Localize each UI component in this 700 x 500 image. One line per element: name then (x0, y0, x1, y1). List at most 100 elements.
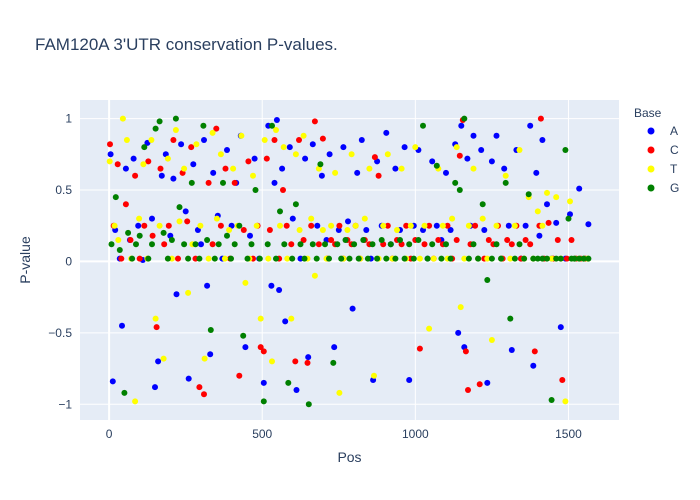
data-point-G[interactable] (438, 255, 445, 262)
data-point-G[interactable] (207, 327, 214, 333)
data-point-A[interactable] (242, 344, 249, 351)
data-point-A[interactable] (530, 362, 537, 369)
data-point-C[interactable] (315, 241, 322, 248)
data-point-T[interactable] (300, 132, 307, 139)
data-point-G[interactable] (149, 241, 155, 248)
data-point-T[interactable] (366, 165, 373, 172)
data-point-A[interactable] (478, 147, 485, 153)
data-point-T[interactable] (394, 227, 400, 233)
data-point-G[interactable] (200, 122, 207, 129)
series-G[interactable] (108, 115, 592, 408)
data-point-G[interactable] (129, 255, 136, 262)
data-point-G[interactable] (475, 255, 482, 262)
data-point-C[interactable] (476, 381, 483, 388)
data-point-G[interactable] (521, 255, 528, 262)
data-point-G[interactable] (141, 144, 148, 151)
data-point-A[interactable] (158, 172, 165, 179)
data-point-G[interactable] (539, 255, 546, 262)
data-point-A[interactable] (170, 175, 177, 182)
data-point-G[interactable] (511, 255, 518, 262)
data-point-A[interactable] (443, 169, 449, 176)
data-point-G[interactable] (534, 255, 541, 262)
data-point-T[interactable] (502, 172, 509, 179)
data-point-C[interactable] (537, 115, 544, 122)
data-point-T[interactable] (380, 222, 387, 229)
data-point-A[interactable] (271, 179, 278, 186)
data-point-G[interactable] (136, 232, 143, 239)
data-point-T[interactable] (193, 141, 200, 148)
data-point-C[interactable] (288, 241, 295, 248)
data-point-A[interactable] (268, 282, 275, 289)
data-point-G[interactable] (507, 315, 514, 322)
data-point-A[interactable] (293, 387, 300, 393)
data-point-G[interactable] (397, 237, 403, 243)
data-point-G[interactable] (410, 255, 417, 262)
data-point-G[interactable] (346, 255, 353, 262)
data-point-G[interactable] (313, 255, 320, 262)
data-point-C[interactable] (375, 172, 382, 179)
data-point-A[interactable] (178, 141, 185, 148)
data-point-A[interactable] (585, 221, 592, 228)
data-point-T[interactable] (384, 151, 391, 158)
data-point-T[interactable] (407, 222, 414, 229)
data-point-G[interactable] (530, 255, 537, 262)
data-point-T[interactable] (201, 355, 208, 362)
data-point-T[interactable] (238, 132, 245, 139)
data-point-A[interactable] (493, 132, 500, 139)
data-point-T[interactable] (548, 255, 555, 262)
data-point-T[interactable] (416, 255, 423, 262)
data-point-G[interactable] (181, 241, 188, 248)
data-point-T[interactable] (115, 237, 122, 243)
data-point-T[interactable] (534, 208, 541, 215)
data-point-A[interactable] (282, 318, 289, 325)
data-point-T[interactable] (106, 158, 113, 165)
data-point-G[interactable] (429, 241, 436, 248)
data-point-T[interactable] (156, 222, 163, 229)
data-point-G[interactable] (156, 118, 163, 125)
data-point-A[interactable] (251, 155, 258, 162)
data-point-T[interactable] (242, 279, 249, 286)
data-point-G[interactable] (215, 241, 222, 248)
data-point-C[interactable] (127, 237, 134, 243)
data-point-C[interactable] (559, 377, 566, 383)
data-point-T[interactable] (511, 222, 518, 229)
data-point-C[interactable] (554, 237, 561, 243)
data-point-C[interactable] (545, 219, 552, 226)
data-point-T[interactable] (479, 215, 486, 222)
data-point-T[interactable] (332, 169, 339, 176)
data-point-T[interactable] (148, 137, 155, 143)
data-point-G[interactable] (240, 332, 247, 339)
data-point-T[interactable] (197, 222, 204, 229)
data-point-C[interactable] (283, 222, 290, 229)
data-point-T[interactable] (288, 315, 295, 322)
data-point-A[interactable] (305, 354, 312, 361)
data-point-G[interactable] (185, 255, 192, 262)
data-point-C[interactable] (107, 141, 113, 148)
data-point-T[interactable] (461, 255, 468, 262)
data-point-C[interactable] (421, 241, 428, 248)
data-point-T[interactable] (296, 227, 303, 233)
data-point-G[interactable] (204, 237, 211, 243)
data-point-T[interactable] (140, 161, 147, 168)
data-point-C[interactable] (260, 348, 267, 355)
data-point-G[interactable] (443, 241, 449, 248)
data-point-A[interactable] (314, 222, 321, 229)
data-point-A[interactable] (401, 144, 408, 151)
data-point-C[interactable] (196, 384, 203, 391)
data-point-C[interactable] (444, 222, 451, 229)
data-point-T[interactable] (123, 137, 130, 143)
data-point-G[interactable] (355, 255, 362, 262)
data-point-G[interactable] (364, 255, 371, 262)
data-point-A[interactable] (553, 219, 560, 226)
data-point-G[interactable] (172, 115, 179, 122)
data-point-T[interactable] (439, 222, 446, 229)
data-point-G[interactable] (192, 241, 199, 248)
data-point-T[interactable] (453, 144, 460, 151)
data-point-G[interactable] (338, 255, 345, 262)
data-point-A[interactable] (481, 227, 488, 233)
data-point-T[interactable] (544, 189, 550, 196)
data-point-C[interactable] (188, 144, 195, 151)
data-point-C[interactable] (263, 155, 270, 162)
data-point-T[interactable] (257, 315, 264, 322)
